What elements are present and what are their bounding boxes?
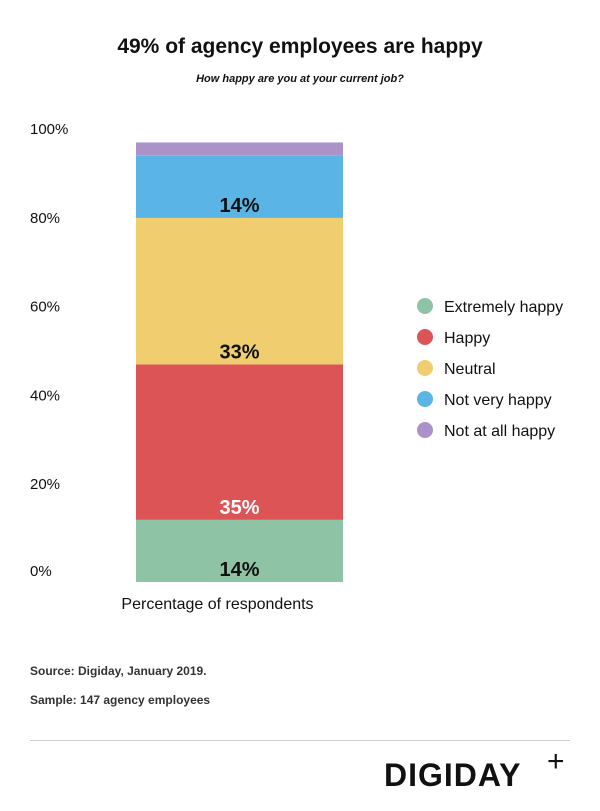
legend-label: Happy: [444, 330, 490, 347]
y-tick-label: 100%: [30, 121, 68, 138]
y-tick-label: 60%: [30, 299, 60, 316]
x-axis-label: Percentage of respondents: [121, 596, 313, 613]
y-tick-label: 40%: [30, 387, 60, 404]
legend-label: Not very happy: [444, 392, 552, 409]
bar-segment-not-very-happy: [136, 155, 343, 218]
legend-label: Extremely happy: [444, 299, 563, 316]
data-label: 35%: [219, 497, 259, 519]
legend-label: Neutral: [444, 361, 496, 378]
stacked-bar-chart: 0% 20% 40% 60% 80% 100% 14% 35% 33% 14% Percentage…: [30, 121, 563, 613]
data-label: 14%: [219, 195, 259, 217]
legend-swatch-icon: [417, 329, 433, 345]
legend-label: Not at all happy: [444, 423, 555, 440]
data-label: 14%: [219, 559, 259, 581]
bar-segment-not-at-all-happy: [136, 142, 343, 156]
legend-swatch-icon: [417, 422, 433, 438]
footer-divider: [30, 740, 570, 741]
legend-swatch-icon: [417, 391, 433, 407]
legend-swatch-icon: [417, 360, 433, 376]
sample-note: Sample: 147 agency employees: [30, 693, 211, 707]
legend-swatch-icon: [417, 298, 433, 314]
y-tick-label: 80%: [30, 210, 60, 227]
y-tick-label: 20%: [30, 476, 60, 493]
digiday-logo[interactable]: DIGIDAY: [384, 757, 522, 793]
source-note: Source: Digiday, January 2019.: [30, 664, 207, 678]
plus-icon: +: [547, 745, 565, 778]
chart-title: 49% of agency employees are happy: [117, 35, 483, 58]
bar-segment-happy: [136, 364, 343, 520]
data-label: 33%: [219, 341, 259, 363]
bar-segment-extremely-happy: [136, 519, 343, 582]
y-tick-label: 0%: [30, 563, 52, 580]
chart-subtitle: How happy are you at your current job?: [196, 73, 404, 85]
bar-segment-neutral: [136, 217, 343, 365]
